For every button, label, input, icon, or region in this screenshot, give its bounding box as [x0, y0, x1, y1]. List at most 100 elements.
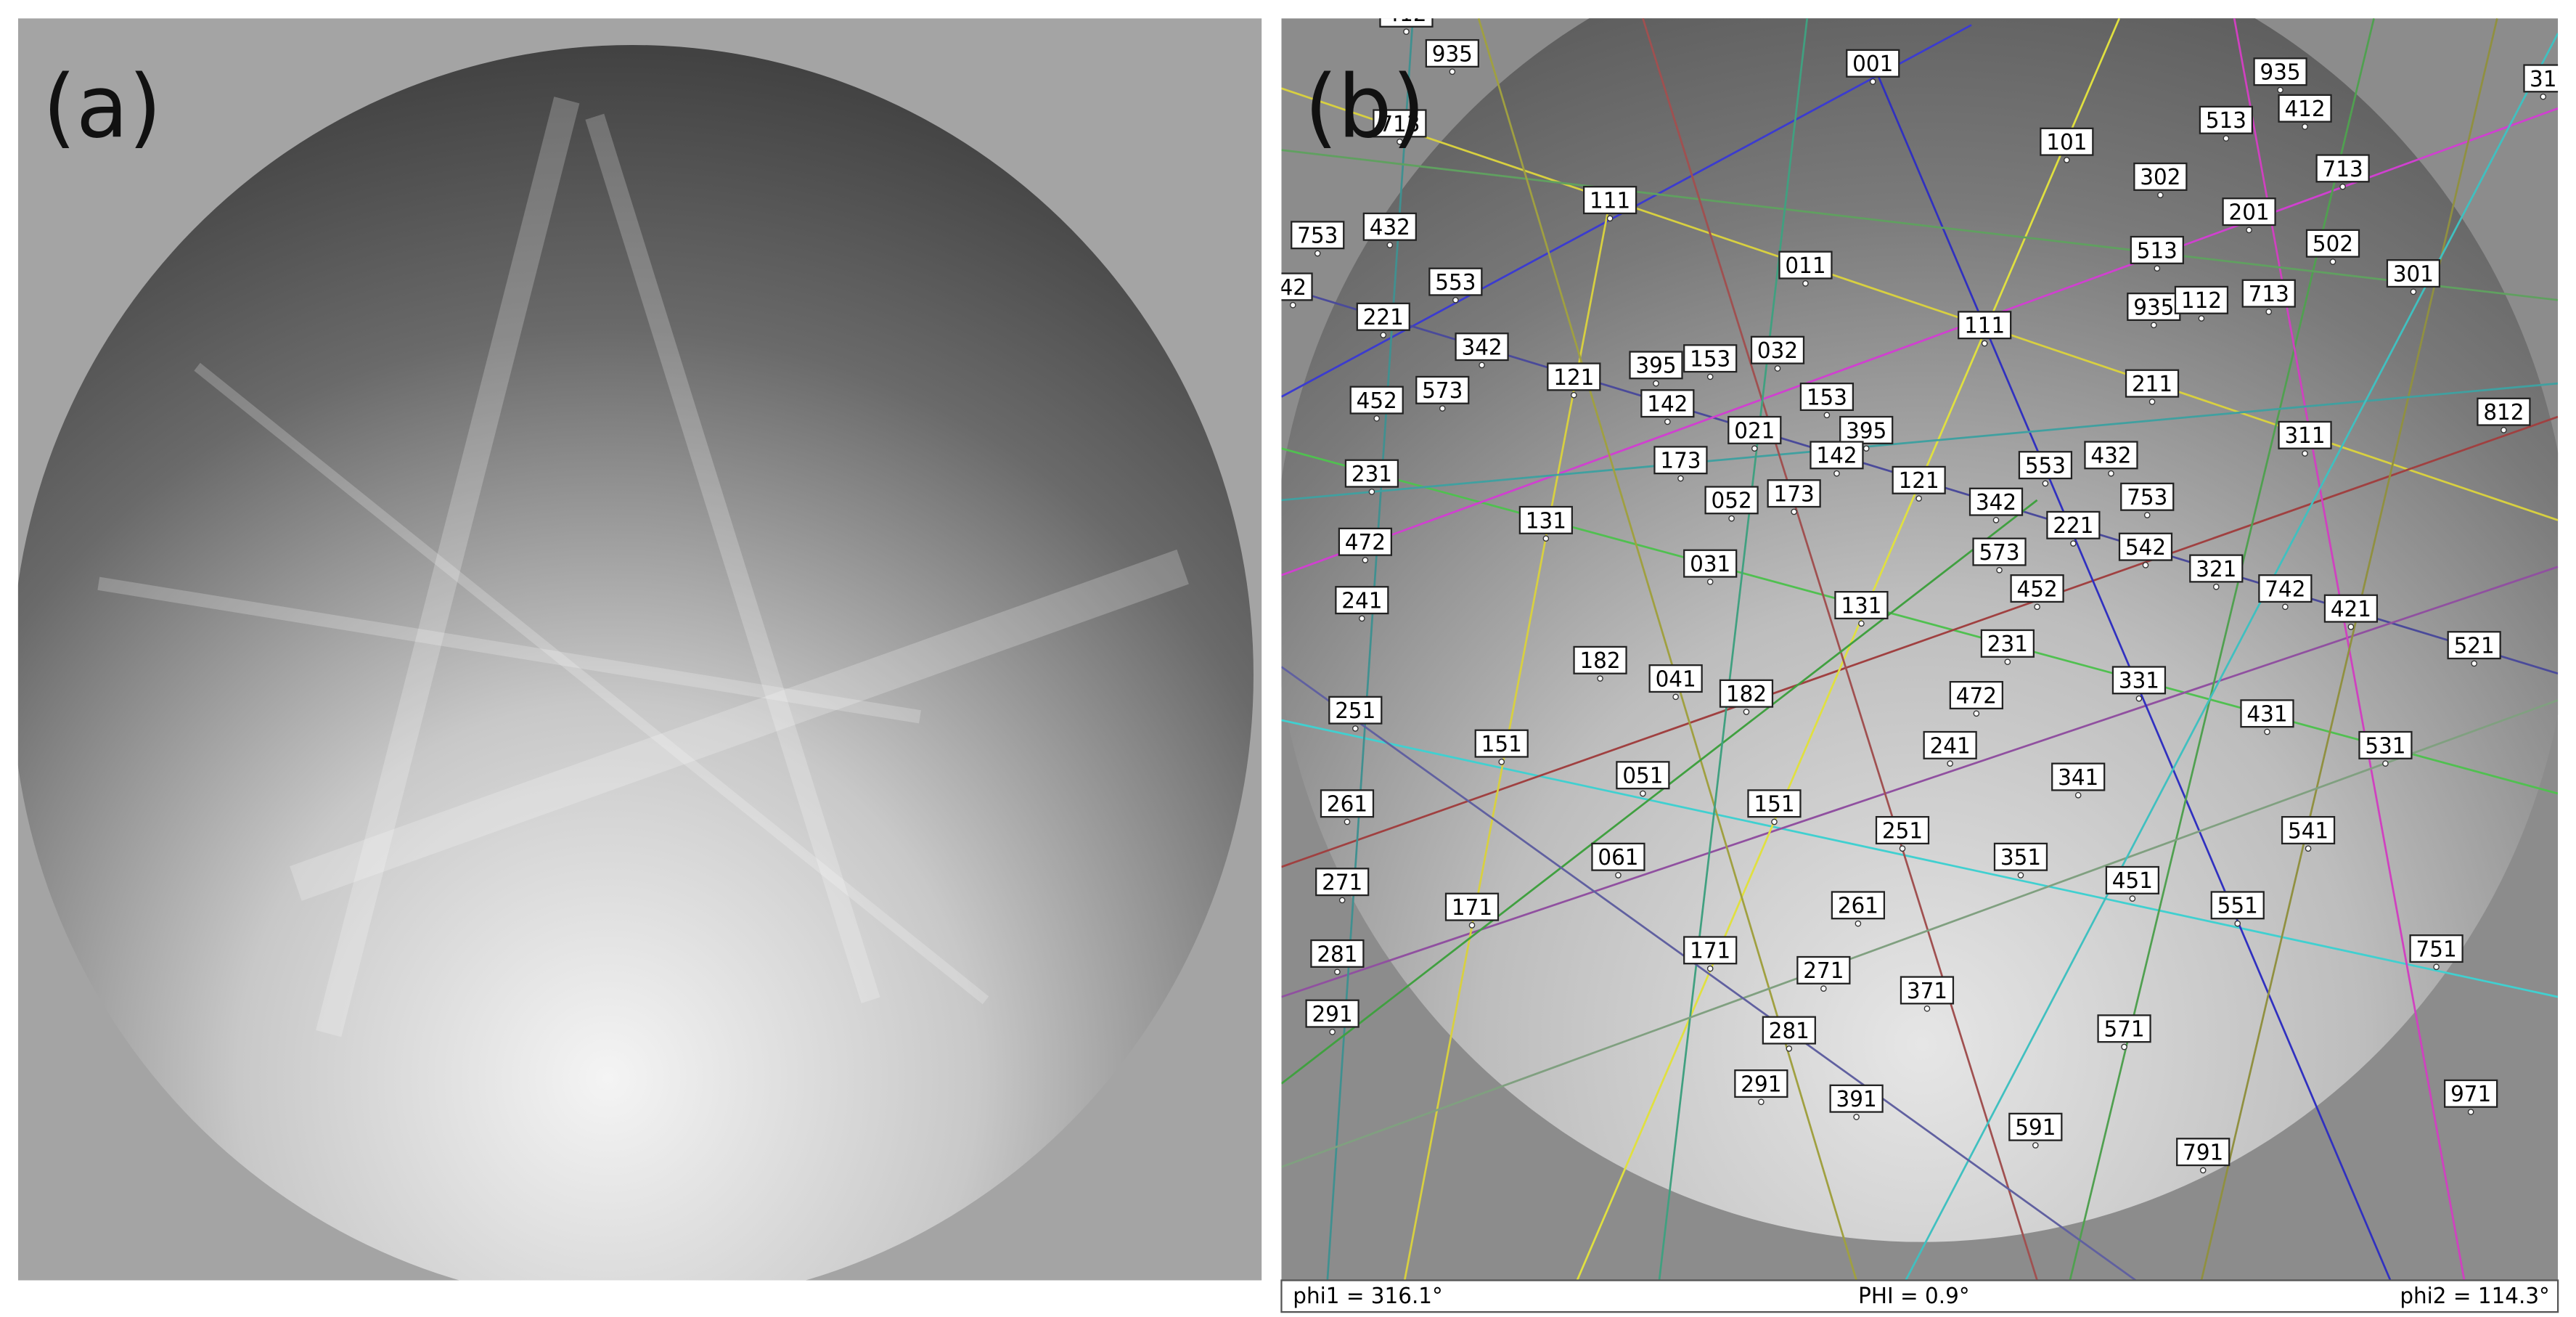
label-box: [1425, 38, 1479, 68]
label-box: [1583, 186, 1637, 215]
zone-point: [2042, 480, 2049, 487]
zone-point: [2004, 658, 2011, 665]
zone-point: [2108, 470, 2114, 477]
label-box: [1444, 892, 1500, 921]
label-box: [1310, 939, 1365, 968]
zone-point: [2246, 227, 2252, 234]
label-box: [2008, 1112, 2063, 1141]
angle-text: phi1 = 316.1°: [1293, 1283, 1442, 1308]
zone-point: [1823, 412, 1831, 419]
label-box: [1328, 696, 1383, 725]
zone-label: 153: [1690, 346, 1730, 371]
zone-point: [2213, 583, 2220, 590]
zone-label: 713: [2249, 281, 2289, 306]
zone-label: 342: [1462, 334, 1502, 359]
label-box: [2358, 730, 2413, 759]
kikuchi-line: [1281, 447, 2559, 795]
label-box: [2051, 762, 2106, 791]
angle-text: PHI = 0.9°: [1858, 1283, 1969, 1308]
zone-point: [2148, 399, 2156, 405]
label-box: [2097, 1014, 2151, 1043]
zone-point: [1329, 1028, 1336, 1035]
zone-label: 182: [1579, 648, 1620, 673]
zone-point: [2347, 624, 2355, 630]
zone-label: 31: [2530, 66, 2556, 91]
label-box: [1968, 487, 2024, 516]
label-box: [2040, 127, 2094, 156]
zone-point: [2070, 540, 2077, 547]
zone-point: [2471, 660, 2477, 667]
zone-label: 151: [1481, 731, 1522, 757]
zone-point: [1606, 215, 1614, 222]
kikuchi-line: [1281, 666, 2137, 1281]
label-box: [1747, 789, 1802, 818]
zone-label: 573: [1422, 378, 1463, 403]
zone-point: [1615, 872, 1622, 878]
kikuchi-line: [1281, 699, 2559, 1168]
zone-label: 271: [1803, 958, 1844, 983]
zone-label: 001: [1852, 51, 1893, 76]
label-box: [1547, 362, 1601, 391]
label-box: [1831, 891, 1886, 920]
zone-point: [2467, 1109, 2474, 1115]
zone-label: 131: [1841, 592, 1881, 618]
label-box: [2210, 891, 2265, 920]
kikuchi-line: [1281, 415, 2559, 868]
zone-point: [1368, 489, 1375, 495]
zone-label: 231: [1352, 461, 1392, 486]
zone-label: 713: [2323, 156, 2363, 182]
label-box: [2278, 94, 2332, 123]
zone-label: 472: [1956, 682, 1997, 708]
label-box: [1474, 729, 1529, 758]
kikuchi-line: [1281, 719, 2559, 998]
zone-point: [1923, 1005, 1931, 1012]
zone-label: 221: [1363, 304, 1404, 330]
label-box: [1338, 527, 1392, 556]
zone-label: 211: [2132, 371, 2172, 396]
label-box: [1573, 645, 1627, 674]
label-box: [2477, 397, 2531, 426]
label-box: [2118, 532, 2173, 561]
label-box: [1335, 586, 1389, 615]
label-box: [2199, 105, 2254, 134]
zone-point: [2382, 760, 2389, 767]
zone-point: [1706, 579, 1714, 585]
zone-point: [1380, 332, 1387, 338]
zone-point: [1706, 965, 1714, 972]
kikuchi-line: [1477, 18, 1857, 1281]
zone-label: 121: [1553, 364, 1594, 390]
label-box: [2278, 420, 2332, 449]
label-box: [1846, 49, 1900, 78]
zone-point: [1899, 845, 1906, 852]
zone-label: 935: [2133, 294, 2174, 319]
zone-label: 112: [2181, 288, 2222, 313]
label-box: [2253, 57, 2307, 86]
zone-point: [1314, 250, 1321, 257]
zone-label: 451: [2112, 868, 2153, 893]
zone-point: [1774, 365, 1781, 372]
zone-point: [2154, 265, 2161, 272]
zone-label: 131: [1526, 507, 1566, 533]
zone-label: 011: [1785, 253, 1825, 278]
zone-label: 251: [1335, 698, 1375, 723]
kikuchi-line: [1281, 87, 2559, 521]
zone-point: [1786, 1045, 1793, 1052]
zone-point: [1373, 415, 1381, 422]
zone-label: 971: [2450, 1081, 2491, 1106]
zone-point: [1996, 566, 2003, 574]
pattern-disc: [1281, 18, 2559, 1242]
label-box: [1616, 761, 1670, 790]
zone-point: [2540, 93, 2547, 100]
label-box: [2258, 574, 2313, 603]
zone-point: [1672, 693, 1679, 701]
label-box: [1875, 815, 1930, 845]
zone-point: [2329, 258, 2336, 265]
label-box: [1892, 465, 1946, 494]
kikuchi-line: [2200, 18, 2498, 1281]
zone-point: [1751, 445, 1758, 452]
zone-point: [2129, 895, 2136, 902]
zone-label: 502: [2313, 231, 2353, 256]
zone-label: 341: [2058, 764, 2098, 790]
zone-point: [2305, 845, 2312, 852]
kikuchi-lines: [1281, 18, 2559, 1281]
